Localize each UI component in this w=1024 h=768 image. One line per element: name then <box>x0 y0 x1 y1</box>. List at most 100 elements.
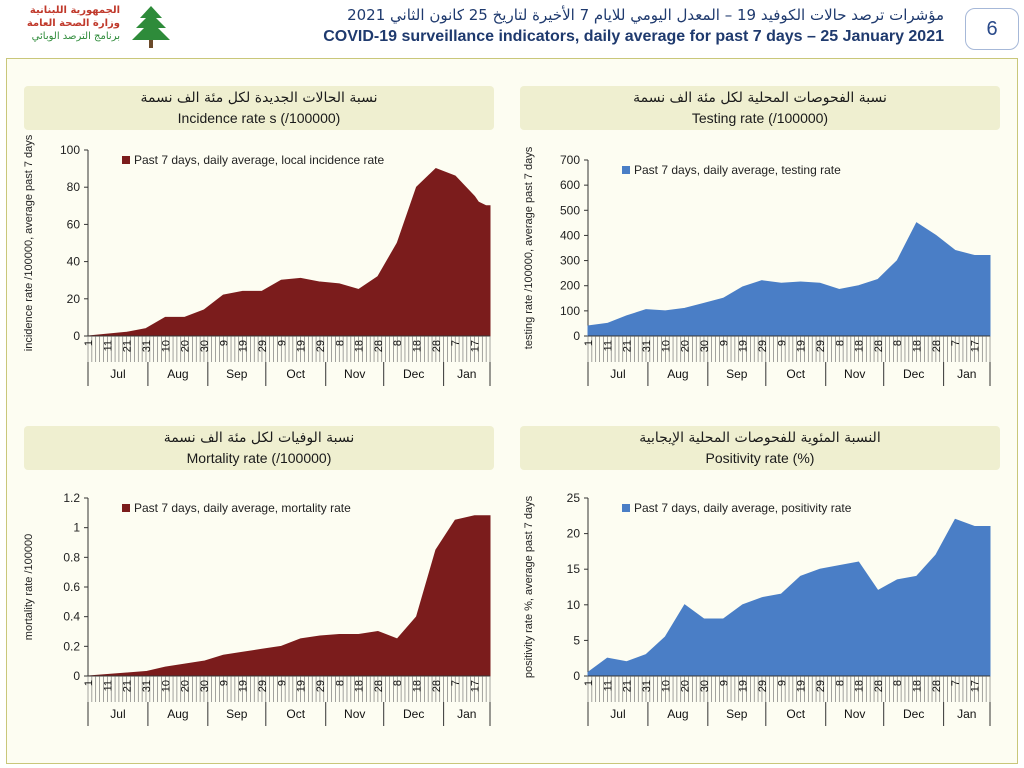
month-label: Jan <box>957 707 976 721</box>
x-tick-label: 10 <box>160 680 172 692</box>
y-tick-label: 1 <box>73 521 80 535</box>
y-tick-label: 20 <box>567 527 581 541</box>
x-tick-label: 29 <box>757 340 769 352</box>
x-tick-label: 19 <box>238 680 250 692</box>
x-tick-label: 19 <box>738 680 750 692</box>
x-tick-label: 10 <box>160 340 172 352</box>
x-tick-label: 18 <box>912 340 924 352</box>
x-tick-label: 8 <box>892 680 904 686</box>
logo-line-1: الجمهورية اللبنانية <box>29 5 120 16</box>
x-tick-label: 9 <box>276 340 288 346</box>
y-tick-label: 0 <box>573 669 580 683</box>
x-tick-label: 20 <box>180 680 192 692</box>
x-tick-label: 29 <box>815 680 827 692</box>
x-tick-label: 29 <box>257 680 269 692</box>
month-label: Oct <box>786 367 805 381</box>
x-tick-label: 20 <box>680 680 692 692</box>
y-axis-label: positivity rate %, average past 7 days <box>523 495 535 678</box>
month-label: Aug <box>667 707 688 721</box>
y-tick-label: 0 <box>73 669 80 683</box>
x-tick-label: 31 <box>141 340 153 352</box>
legend-label: Past 7 days, daily average, mortality ra… <box>134 501 351 515</box>
x-tick-label: 28 <box>373 340 385 352</box>
cedar-tree-icon <box>132 6 170 48</box>
mortality-chart-title: نسبة الوفيات لكل مئة الف نسمة Mortality … <box>24 426 494 470</box>
x-tick-label: 18 <box>354 680 366 692</box>
x-tick-label: 31 <box>641 340 653 352</box>
x-tick-label: 20 <box>180 340 192 352</box>
positivity-title-arabic: النسبة المئوية للفحوصات المحلية الإيجابي… <box>639 430 881 446</box>
x-tick-label: 28 <box>873 680 885 692</box>
x-tick-label: 21 <box>622 340 634 352</box>
x-tick-label: 21 <box>622 680 634 692</box>
testing-chart-title: نسبة الفحوصات المحلية لكل مئة الف نسمة T… <box>520 86 1000 130</box>
month-label: Sep <box>226 367 248 381</box>
ministry-logo-text: الجمهورية اللبنانية وزارة الصحة العامة ب… <box>10 4 120 43</box>
header-title-english: COVID-19 surveillance indicators, daily … <box>323 28 944 45</box>
month-label: Jan <box>957 367 976 381</box>
x-tick-label: 29 <box>257 340 269 352</box>
x-tick-label: 18 <box>854 680 866 692</box>
legend-swatch <box>122 504 130 512</box>
x-tick-label: 19 <box>796 680 808 692</box>
x-tick-label: 18 <box>412 680 424 692</box>
month-label: Nov <box>844 367 865 381</box>
month-label: Dec <box>903 707 924 721</box>
y-tick-label: 0 <box>73 329 80 343</box>
x-tick-label: 19 <box>738 340 750 352</box>
series-area <box>87 168 491 337</box>
mortality-title-arabic: نسبة الوفيات لكل مئة الف نسمة <box>163 430 355 446</box>
x-tick-label: 1 <box>83 340 95 346</box>
x-tick-label: 11 <box>602 340 614 351</box>
header-title-arabic: مؤشرات ترصد حالات الكوفيد 19 – المعدل ال… <box>347 6 944 24</box>
x-tick-label: 19 <box>238 340 250 352</box>
x-tick-label: 9 <box>776 680 788 686</box>
month-label: Dec <box>903 367 924 381</box>
month-label: Oct <box>286 367 305 381</box>
testing-title-english: Testing rate (/100000) <box>691 110 829 126</box>
x-tick-label: 30 <box>699 340 711 352</box>
positivity-chart: 0 5 10 15 20 25 positivity rate %, average pas… <box>520 488 1000 750</box>
x-tick-label: 8 <box>392 680 404 686</box>
x-tick-label: 7 <box>450 680 462 686</box>
x-tick-label: 9 <box>718 680 730 686</box>
y-tick-label: 0.8 <box>63 550 80 564</box>
x-tick-label: 30 <box>199 680 211 692</box>
y-tick-label: 25 <box>567 491 581 505</box>
month-label: Sep <box>726 707 748 721</box>
x-tick-label: 1 <box>583 340 595 346</box>
y-tick-label: 10 <box>567 598 581 612</box>
x-tick-label: 21 <box>122 340 134 352</box>
x-tick-label: 9 <box>718 340 730 346</box>
logo-line-2: وزارة الصحة العامة <box>26 18 120 29</box>
chart-svg: 0 100 200 300 400 500 600 700 testing rate /1000… <box>523 146 991 386</box>
y-axis-label: incidence rate /100000, average past 7 d… <box>23 134 35 351</box>
x-tick-label: 31 <box>141 680 153 692</box>
series-area <box>87 515 491 677</box>
x-tick-label: 9 <box>218 340 230 346</box>
x-tick-label: 17 <box>470 340 482 352</box>
x-tick-label: 8 <box>892 340 904 346</box>
x-tick-label: 31 <box>641 680 653 692</box>
x-tick-label: 1 <box>583 680 595 686</box>
x-tick-label: 11 <box>102 680 114 691</box>
x-tick-label: 7 <box>450 340 462 346</box>
month-label: Jul <box>610 367 625 381</box>
month-label: Jul <box>110 707 125 721</box>
legend-label: Past 7 days, daily average, testing rate <box>634 163 841 177</box>
logo-line-3: برنامج الترصد الوبائي <box>31 31 120 42</box>
x-tick-label: 30 <box>199 340 211 352</box>
chart-svg: 0 5 10 15 20 25 positivity rate %, average pas… <box>523 491 991 726</box>
positivity-title-english: Positivity rate (%) <box>705 450 815 466</box>
slide-header: الجمهورية اللبنانية وزارة الصحة العامة ب… <box>0 0 1024 56</box>
y-tick-label: 400 <box>560 228 580 242</box>
y-tick-label: 20 <box>67 292 81 306</box>
month-label: Jan <box>457 707 476 721</box>
x-tick-label: 18 <box>412 340 424 352</box>
y-tick-label: 200 <box>560 279 580 293</box>
month-label: Nov <box>844 707 865 721</box>
month-label: Nov <box>344 367 365 381</box>
x-tick-label: 20 <box>680 340 692 352</box>
y-tick-label: 600 <box>560 178 580 192</box>
mortality-title-english: Mortality rate (/100000) <box>186 450 332 466</box>
